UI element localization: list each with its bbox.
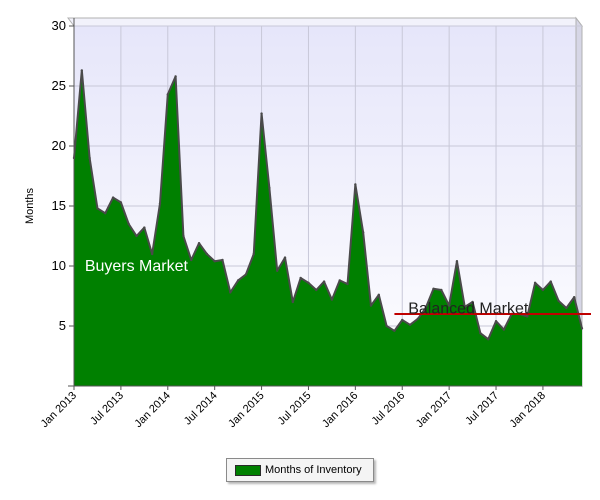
x-tick-label: Jan 2018 xyxy=(508,390,548,430)
data-point xyxy=(354,183,357,186)
x-tick-label: Jul 2014 xyxy=(182,390,220,428)
data-point xyxy=(213,260,216,263)
data-point xyxy=(393,329,396,332)
data-point xyxy=(494,320,498,323)
data-point xyxy=(424,306,427,310)
y-tick-label: 25 xyxy=(52,78,66,93)
data-point xyxy=(260,112,263,115)
x-tick-label: Jan 2015 xyxy=(226,390,266,430)
y-tick-label: 30 xyxy=(52,18,66,33)
data-point xyxy=(252,252,255,256)
area-outline xyxy=(73,69,583,341)
data-point xyxy=(447,304,451,307)
data-point xyxy=(432,287,435,290)
data-point xyxy=(416,317,420,320)
data-point xyxy=(369,304,373,307)
data-point xyxy=(119,201,123,204)
data-point xyxy=(361,231,365,234)
annotation-buyers-market: Buyers Market xyxy=(85,258,189,275)
annotation-balanced-market: Balanced Market xyxy=(408,300,529,317)
data-point xyxy=(236,279,240,282)
data-point xyxy=(471,300,474,304)
x-tick-label: Jan 2014 xyxy=(132,390,172,430)
y-tick-labels: 5 10 15 20 25 30 xyxy=(52,18,74,333)
data-point xyxy=(127,222,130,226)
x-tick-label: Jul 2017 xyxy=(463,390,501,428)
data-point xyxy=(190,258,193,262)
data-point xyxy=(244,273,248,276)
data-point xyxy=(182,234,185,238)
x-tick-label: Jan 2016 xyxy=(320,390,360,430)
data-point xyxy=(533,281,537,284)
data-point xyxy=(143,226,146,229)
data-point xyxy=(283,256,287,259)
data-point xyxy=(166,93,169,96)
data-point xyxy=(322,280,326,283)
data-point xyxy=(104,212,107,215)
data-point xyxy=(455,260,459,263)
data-point xyxy=(487,338,490,341)
data-point xyxy=(315,288,318,292)
plot-depth-top xyxy=(67,17,583,27)
data-point xyxy=(221,258,224,262)
data-point xyxy=(135,234,138,238)
data-point xyxy=(174,75,177,78)
data-point xyxy=(338,279,341,282)
data-point xyxy=(502,328,506,331)
data-point xyxy=(111,196,115,199)
data-point xyxy=(150,252,154,256)
data-point xyxy=(299,276,302,280)
x-tick-label: Jul 2015 xyxy=(276,390,314,428)
data-point xyxy=(479,332,482,335)
y-axis-label: Months xyxy=(24,187,36,224)
data-point xyxy=(572,296,576,299)
data-point xyxy=(385,324,388,328)
data-point xyxy=(307,281,310,284)
data-point xyxy=(408,323,412,326)
legend-label: Months of Inventory xyxy=(265,464,362,476)
data-point xyxy=(268,186,271,190)
y-tick-label: 15 xyxy=(52,198,66,213)
data-point xyxy=(440,288,443,292)
data-point xyxy=(158,202,162,205)
data-point xyxy=(229,291,232,294)
area-fill xyxy=(74,70,582,387)
data-point xyxy=(580,327,584,330)
data-point xyxy=(330,298,334,301)
annotations: Buyers Market Balanced Market xyxy=(85,258,529,317)
x-tick-label: Jan 2017 xyxy=(414,390,454,430)
data-point xyxy=(80,69,84,72)
data-point xyxy=(401,318,404,322)
data-point xyxy=(549,280,552,283)
data-point xyxy=(88,156,91,160)
data-point xyxy=(557,299,560,302)
data-point xyxy=(197,242,201,245)
data-point xyxy=(205,252,209,256)
data-point xyxy=(463,305,466,308)
data-point xyxy=(377,293,380,296)
legend: Months of Inventory xyxy=(226,458,374,482)
data-point xyxy=(276,269,279,272)
x-tick-label: Jul 2016 xyxy=(369,390,407,428)
x-tick-label: Jul 2013 xyxy=(88,390,126,428)
y-tick-label: 20 xyxy=(52,138,66,153)
y-tick-label: 10 xyxy=(52,258,66,273)
x-tick-label: Jan 2013 xyxy=(39,390,79,430)
data-point xyxy=(526,315,529,318)
data-point xyxy=(96,207,99,210)
legend-swatch xyxy=(235,464,261,476)
data-point xyxy=(291,300,295,304)
data-point xyxy=(346,282,349,286)
y-tick-label: 5 xyxy=(59,318,66,333)
x-tick-labels: Jan 2013 Jul 2013 Jan 2014 Jul 2014 Jan 2015… xyxy=(39,386,548,430)
data-point xyxy=(565,306,568,310)
data-point xyxy=(541,288,545,292)
